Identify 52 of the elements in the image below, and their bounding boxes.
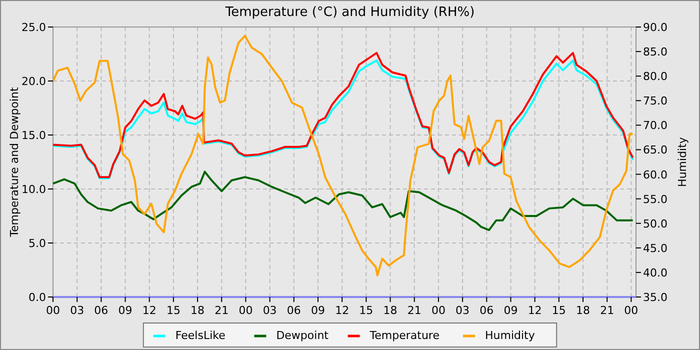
y2-tick-label: 90.0 [643, 21, 668, 34]
y-tick-label: 5.0 [28, 237, 46, 250]
y-tick-label: 25.0 [22, 21, 46, 34]
x-tick-label: 21 [407, 304, 422, 317]
y2-tick-label: 85.0 [643, 46, 668, 59]
legend-label: Humidity [485, 329, 536, 342]
x-tick-label: 12 [335, 304, 350, 317]
y-axis-title: Temperature and Dewpoint [8, 86, 21, 238]
y2-tick-label: 35.0 [643, 291, 668, 304]
x-tick-label: 09 [118, 304, 132, 317]
y2-tick-label: 70.0 [643, 119, 668, 132]
y-tick-label: 15.0 [22, 129, 46, 142]
y2-tick-label: 60.0 [643, 168, 668, 182]
x-tick-label: 00 [431, 304, 446, 317]
legend-label: Dewpoint [276, 329, 330, 342]
y2-tick-label: 45.0 [643, 242, 668, 255]
y2-tick-label: 75.0 [643, 94, 668, 108]
x-tick-label: 03 [456, 304, 470, 317]
x-tick-label: 12 [528, 304, 542, 317]
legend-label: FeelsLike [175, 329, 226, 342]
y2-tick-label: 40.0 [643, 266, 668, 280]
x-tick-label: 00 [46, 304, 60, 317]
y-tick-label: 0.0 [28, 291, 46, 304]
x-tick-label: 18 [190, 304, 205, 317]
x-tick-label: 21 [600, 304, 614, 317]
x-tick-label: 15 [166, 304, 180, 317]
y2-tick-label: 50.0 [643, 217, 668, 230]
x-tick-label: 00 [238, 304, 253, 317]
x-tick-label: 12 [142, 304, 156, 317]
x-tick-label: 06 [480, 304, 494, 317]
line-series [52, 170, 634, 232]
y2-tick-label: 80.0 [643, 70, 668, 84]
x-tick-label: 18 [576, 304, 590, 317]
legend-label: Temperature [368, 329, 440, 342]
y2-axis-title: Humidity [676, 136, 689, 187]
x-tick-label: 06 [286, 304, 301, 317]
x-tick-label: 09 [504, 304, 518, 317]
x-tick-label: 15 [552, 304, 566, 317]
x-tick-label: 03 [70, 304, 84, 317]
x-tick-label: 18 [383, 304, 398, 317]
line-series [52, 34, 634, 276]
x-tick-label: 15 [359, 304, 374, 317]
y-tick-label: 10.0 [22, 183, 46, 196]
x-tick-label: 00 [624, 304, 638, 317]
y2-tick-label: 65.0 [643, 144, 668, 157]
y2-tick-label: 55.0 [643, 192, 668, 206]
x-tick-label: 03 [262, 304, 277, 317]
x-tick-label: 06 [94, 304, 108, 317]
x-tick-label: 09 [311, 304, 325, 317]
chart-title: Temperature (°C) and Humidity (RH%) [224, 5, 475, 20]
y-tick-label: 20.0 [22, 75, 46, 88]
x-tick-label: 21 [214, 304, 229, 317]
